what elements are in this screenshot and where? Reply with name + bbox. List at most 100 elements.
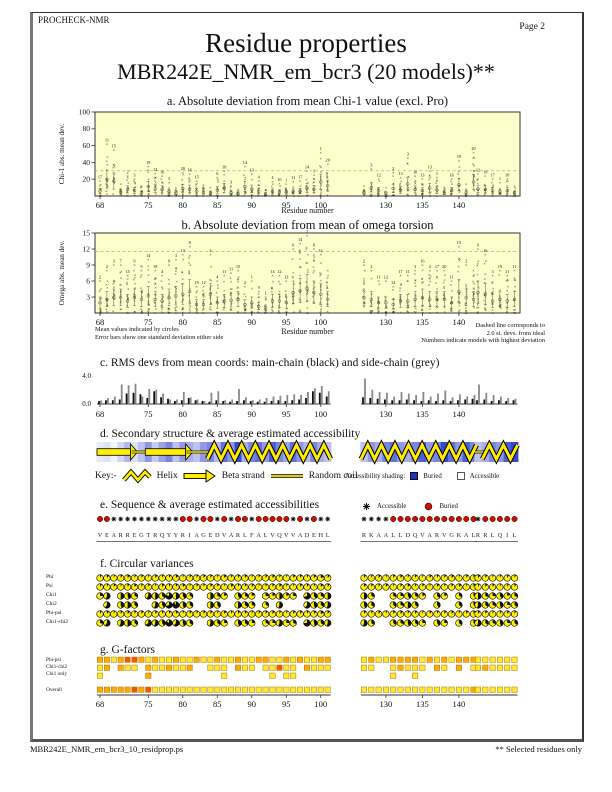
svg-text:×: × <box>370 310 373 315</box>
svg-text:×: × <box>377 193 380 198</box>
svg-text:×: × <box>399 285 402 290</box>
svg-text:×: × <box>514 186 517 191</box>
svg-text:×: × <box>473 174 476 179</box>
svg-text:×: × <box>189 308 192 313</box>
svg-text:×: × <box>264 297 267 302</box>
svg-text:×: × <box>140 183 143 188</box>
svg-text:×: × <box>134 272 137 277</box>
svg-text:×: × <box>195 193 198 198</box>
svg-text:80: 80 <box>83 124 91 133</box>
svg-text:×: × <box>291 190 294 195</box>
svg-text:R: R <box>119 532 124 539</box>
svg-text:×: × <box>385 279 388 284</box>
svg-text:90: 90 <box>248 317 256 327</box>
svg-text:×: × <box>313 259 316 264</box>
svg-text:×: × <box>189 185 192 190</box>
svg-text:3: 3 <box>492 269 494 274</box>
svg-text:×: × <box>161 286 164 291</box>
circvar-row-label-chi1chi2: Chi1-chi2 <box>46 619 68 625</box>
svg-text:×: × <box>244 284 247 289</box>
svg-text:×: × <box>377 310 380 315</box>
svg-text:×: × <box>442 293 445 298</box>
svg-text:16: 16 <box>483 248 488 253</box>
svg-text:×: × <box>465 182 468 187</box>
svg-text:×: × <box>182 188 185 193</box>
svg-text:11: 11 <box>291 175 295 180</box>
svg-text:×: × <box>223 288 226 293</box>
svg-text:×: × <box>465 289 468 294</box>
svg-text:×: × <box>202 193 205 198</box>
svg-text:×: × <box>244 177 247 182</box>
svg-text:×: × <box>257 289 260 294</box>
svg-text:×: × <box>271 273 274 278</box>
svg-text:×: × <box>320 303 323 308</box>
svg-text:×: × <box>161 310 164 315</box>
svg-text:×: × <box>264 310 267 315</box>
svg-text:×: × <box>305 177 308 182</box>
svg-text:×: × <box>406 279 409 284</box>
svg-text:×: × <box>202 183 205 188</box>
svg-text:15: 15 <box>112 143 116 148</box>
svg-text:×: × <box>458 158 461 163</box>
svg-text:×: × <box>465 193 468 198</box>
svg-text:×: × <box>443 189 446 194</box>
svg-text:×: × <box>195 192 198 197</box>
svg-text:×: × <box>113 180 116 185</box>
svg-text:×: × <box>458 190 461 195</box>
chart-rms-deviations: 4.0 0.0 68 75 80 85 90 95 100 130 135 140 <box>82 372 518 419</box>
svg-text:×: × <box>216 310 219 315</box>
svg-text:×: × <box>243 173 246 178</box>
svg-text:×: × <box>134 193 137 198</box>
accessible-label: Accessible <box>469 472 500 480</box>
svg-text:×: × <box>99 307 102 312</box>
svg-text:×: × <box>99 187 102 192</box>
svg-text:12: 12 <box>277 269 281 274</box>
svg-text:×: × <box>406 192 409 197</box>
svg-text:12: 12 <box>83 244 91 253</box>
svg-text:×: × <box>189 178 192 183</box>
svg-text:4: 4 <box>258 174 261 179</box>
svg-text:18: 18 <box>153 264 157 269</box>
svg-text:×: × <box>106 179 109 184</box>
svg-text:×: × <box>483 187 486 192</box>
svg-text:×: × <box>229 306 232 311</box>
svg-text:×: × <box>384 294 387 299</box>
svg-text:×: × <box>230 191 233 196</box>
circvar-row-label-phipsi: Phi-psi <box>46 610 62 616</box>
svg-text:×: × <box>299 251 302 256</box>
svg-text:×: × <box>299 183 302 188</box>
svg-text:100: 100 <box>314 409 327 419</box>
svg-text:×: × <box>485 307 488 312</box>
svg-text:×: × <box>99 308 102 313</box>
svg-text:×: × <box>120 269 123 274</box>
svg-text:×: × <box>299 187 302 192</box>
svg-text:×: × <box>436 298 439 303</box>
svg-text:×: × <box>465 286 468 291</box>
svg-text:×: × <box>313 190 316 195</box>
svg-text:×: × <box>326 291 329 296</box>
svg-text:×: × <box>154 178 157 183</box>
svg-text:L: L <box>326 532 330 539</box>
svg-text:×: × <box>161 180 164 185</box>
panel-d-title: d. Secondary structure & average estimat… <box>100 428 361 440</box>
svg-text:×: × <box>491 308 494 313</box>
svg-text:×: × <box>407 156 410 161</box>
svg-text:×: × <box>182 252 185 257</box>
svg-text:75: 75 <box>144 317 153 327</box>
svg-text:D: D <box>215 532 220 539</box>
svg-text:15: 15 <box>125 269 129 274</box>
svg-text:×: × <box>472 156 475 161</box>
svg-text:×: × <box>209 306 212 311</box>
svg-text:×: × <box>506 193 509 198</box>
svg-text:×: × <box>476 310 479 315</box>
svg-text:×: × <box>491 193 494 198</box>
svg-text:×: × <box>393 192 396 197</box>
svg-text:×: × <box>99 297 102 302</box>
svg-text:×: × <box>264 193 267 198</box>
svg-text:×: × <box>168 191 171 196</box>
svg-text:×: × <box>258 295 261 300</box>
svg-text:×: × <box>270 184 273 189</box>
svg-text:D: D <box>406 532 411 539</box>
svg-text:×: × <box>126 193 129 198</box>
